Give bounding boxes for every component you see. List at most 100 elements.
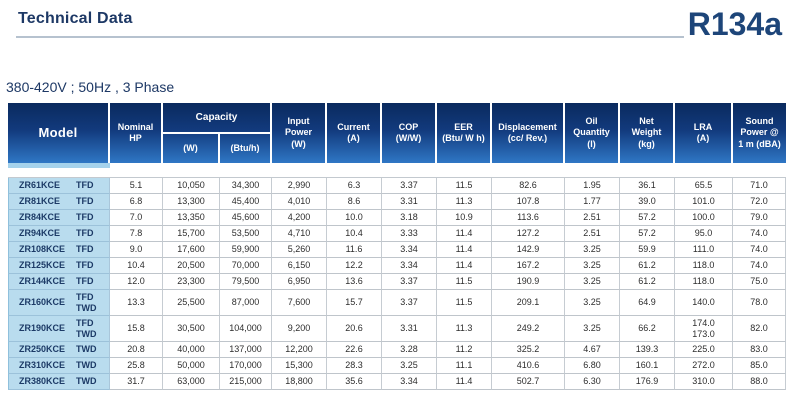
cell-current: 13.6 [327,274,382,290]
model-cell: ZR160KCE TFD TWD [8,290,110,316]
cell-nominal-hp: 7.8 [110,226,163,242]
cell-capacity-btuh: 170,000 [220,358,272,374]
cell-current: 8.6 [327,194,382,210]
cell-capacity-btuh: 137,000 [220,342,272,358]
cell-capacity-btuh: 34,300 [220,178,272,194]
cell-eer: 11.4 [437,258,492,274]
cell-input-power: 4,710 [272,226,327,242]
cell-capacity-w: 17,600 [163,242,220,258]
header-input-power: Input Power (W) [272,103,327,163]
model-name: ZR310KCE [19,360,66,371]
cell-displacement: 190.9 [492,274,565,290]
table-row: ZR61KCE TFD 5.1 10,050 34,300 2,990 6.3 3.37 11.… [8,178,786,194]
cell-sound-power: 75.0 [733,274,786,290]
cell-current: 22.6 [327,342,382,358]
cell-capacity-btuh: 215,000 [220,374,272,390]
cell-oil-quantity: 3.25 [565,290,620,316]
cell-net-weight: 61.2 [620,258,675,274]
cell-nominal-hp: 12.0 [110,274,163,290]
cell-net-weight: 176.9 [620,374,675,390]
model-type: TFD [76,212,94,223]
header-capacity: Capacity [163,103,270,134]
cell-cop: 3.34 [382,374,437,390]
cell-capacity-btuh: 59,900 [220,242,272,258]
table-row: ZR310KCE TWD 25.8 50,000 170,000 15,300 28.3 3.… [8,358,786,374]
cell-sound-power: 85.0 [733,358,786,374]
cell-input-power: 4,200 [272,210,327,226]
cell-capacity-w: 20,500 [163,258,220,274]
cell-eer: 11.4 [437,242,492,258]
model-type: TFD TWD [76,291,97,313]
cell-oil-quantity: 3.25 [565,274,620,290]
cell-lra: 111.0 [675,242,733,258]
cell-input-power: 6,950 [272,274,327,290]
cell-nominal-hp: 25.8 [110,358,163,374]
model-type: TFD [76,196,94,207]
cell-cop: 3.37 [382,290,437,316]
header-eer: EER (Btu/ W h) [437,103,492,163]
cell-capacity-btuh: 45,600 [220,210,272,226]
table-row: ZR250KCE TWD 20.8 40,000 137,000 12,200 22.6 3.… [8,342,786,358]
model-type: TWD [76,360,97,371]
cell-eer: 10.9 [437,210,492,226]
cell-sound-power: 71.0 [733,178,786,194]
refrigerant-label: R134a [687,6,782,42]
cell-net-weight: 139.3 [620,342,675,358]
model-cell: ZR310KCE TWD [8,358,110,374]
model-type: TFD TWD [76,317,97,339]
cell-oil-quantity: 3.25 [565,258,620,274]
header-cop: COP (W/W) [382,103,437,163]
header-net-weight: Net Weight (kg) [620,103,675,163]
table-row: ZR380KCE TWD 31.7 63,000 215,000 18,800 35.6 3.… [8,374,786,390]
spec-table: Model Nominal HP Capacity (W) (Btu/h) In… [8,103,786,390]
cell-displacement: 325.2 [492,342,565,358]
header-gloss-strip [8,163,786,168]
cell-current: 10.4 [327,226,382,242]
cell-lra: 140.0 [675,290,733,316]
table-row: ZR160KCE TFD TWD 13.3 25,500 87,000 7,600 15.7… [8,290,786,316]
cell-cop: 3.34 [382,242,437,258]
model-type: TFD [76,228,94,239]
cell-cop: 3.31 [382,194,437,210]
cell-capacity-w: 25,500 [163,290,220,316]
cell-current: 28.3 [327,358,382,374]
model-name: ZR160KCE [19,297,66,308]
cell-capacity-w: 63,000 [163,374,220,390]
cell-net-weight: 66.2 [620,316,675,342]
cell-lra: 118.0 [675,258,733,274]
cell-current: 6.3 [327,178,382,194]
cell-nominal-hp: 31.7 [110,374,163,390]
cell-eer: 11.3 [437,316,492,342]
header-model: Model [8,103,110,163]
model-gloss-strip [8,163,110,168]
cell-lra: 272.0 [675,358,733,374]
header-displacement: Displacement (cc/ Rev.) [492,103,565,163]
model-cell: ZR108KCE TFD [8,242,110,258]
cell-oil-quantity: 3.25 [565,242,620,258]
model-cell: ZR144KCE TFD [8,274,110,290]
cell-oil-quantity: 4.67 [565,342,620,358]
cell-capacity-btuh: 53,500 [220,226,272,242]
cell-capacity-btuh: 104,000 [220,316,272,342]
model-cell: ZR250KCE TWD [8,342,110,358]
cell-input-power: 12,200 [272,342,327,358]
cell-net-weight: 57.2 [620,210,675,226]
cell-capacity-w: 10,050 [163,178,220,194]
header-sound-power: Sound Power @ 1 m (dBA) [738,116,781,149]
cell-nominal-hp: 10.4 [110,258,163,274]
model-name: ZR94KCE [19,228,61,239]
cell-eer: 11.2 [437,342,492,358]
header-capacity-btuh: (Btu/h) [230,142,260,153]
cell-net-weight: 64.9 [620,290,675,316]
table-row: ZR81KCE TFD 6.8 13,300 45,400 4,010 8.6 3.31 11.… [8,194,786,210]
cell-input-power: 5,260 [272,242,327,258]
cell-capacity-btuh: 79,500 [220,274,272,290]
power-spec-subtitle: 380-420V ; 50Hz , 3 Phase [6,79,175,95]
cell-sound-power: 82.0 [733,316,786,342]
cell-displacement: 410.6 [492,358,565,374]
cell-nominal-hp: 15.8 [110,316,163,342]
cell-oil-quantity: 6.80 [565,358,620,374]
cell-net-weight: 39.0 [620,194,675,210]
cell-input-power: 15,300 [272,358,327,374]
